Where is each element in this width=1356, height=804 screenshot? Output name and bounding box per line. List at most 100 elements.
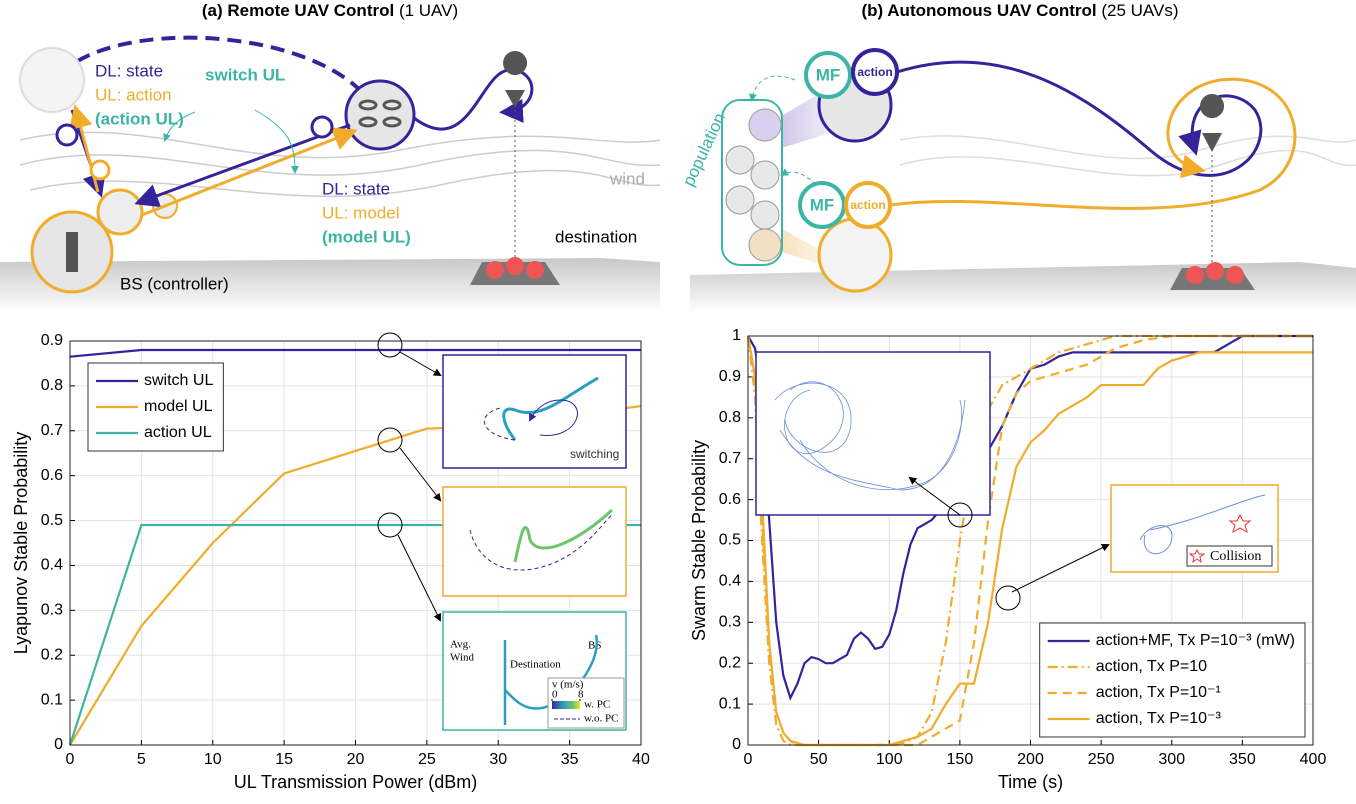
y-tick-label: 0.4 (41, 557, 63, 574)
population-uavs (725, 108, 782, 262)
y-tick-label: 0.9 (719, 368, 741, 385)
inset-swarm (1139, 494, 1266, 555)
x-tick-label: 5 (137, 751, 146, 768)
x-tick-label: 25 (418, 751, 436, 768)
annotation: switching (570, 447, 619, 461)
collision-star (1228, 513, 1252, 534)
x-tick-label: 0 (66, 751, 75, 768)
legend-label: action+MF, Tx P=10⁻³ (mW) (1096, 632, 1295, 649)
label: (model UL) (322, 227, 411, 246)
series-line (747, 334, 1313, 701)
colorbar (552, 701, 580, 709)
bs-antenna (66, 232, 78, 272)
legend-label: action, Tx P=10⁻³ (1096, 710, 1222, 727)
y-tick-label: 0.3 (719, 614, 741, 631)
series-line (746, 335, 1313, 747)
mf-badge (804, 51, 852, 99)
label: MF (810, 195, 835, 214)
label: MF (816, 65, 841, 84)
insets-left: switching Avg. Wind Destination BS v (m/… (377, 332, 627, 731)
y-tick-label: 0.6 (41, 467, 63, 484)
annotation: Collision (1210, 549, 1261, 564)
label: wind (609, 169, 645, 188)
inset-legend (1186, 545, 1273, 567)
inset (755, 351, 991, 516)
callout-arrow (397, 534, 441, 622)
inset-trajectory (502, 376, 599, 441)
annotation: Wind (450, 652, 474, 664)
trajectory-dashed (58, 35, 367, 97)
axes-frame (69, 340, 642, 746)
x-tick-label: 50 (810, 751, 828, 768)
annotation: w. PC (584, 699, 610, 711)
y-tick-label: 0.5 (41, 512, 63, 529)
x-tick-label: 20 (347, 751, 365, 768)
y-tick-label: 0.2 (41, 646, 63, 663)
label: destination (555, 227, 637, 246)
title-bold: (a) Remote UAV Control (202, 1, 394, 20)
x-tick-label: 300 (1158, 751, 1185, 768)
y-axis-label: Swarm Stable Probability (689, 440, 709, 641)
panel-title: (a) Remote UAV Control (1 UAV) (202, 1, 458, 20)
callout (995, 585, 1021, 611)
label: BS (controller) (120, 274, 229, 293)
series-line (69, 348, 641, 358)
x-tick-label: 250 (1088, 751, 1115, 768)
callout (947, 502, 973, 528)
x-tick-label: 10 (204, 751, 222, 768)
inset-swarm (774, 381, 966, 491)
dl-arrow (134, 123, 351, 208)
x-tick-label: 100 (876, 751, 903, 768)
action-badge (851, 48, 899, 96)
colorbar-tick-label: 0 (552, 689, 558, 701)
destination-pin (503, 51, 528, 108)
x-tick-label: 40 (632, 751, 650, 768)
y-tick-label: 0 (54, 736, 63, 753)
callout-arrow (399, 351, 442, 376)
y-tick-label: 0.1 (719, 695, 741, 712)
mf-arrow (780, 168, 821, 191)
y-tick-label: 0.5 (719, 532, 741, 549)
legend-label: switch UL (144, 372, 213, 389)
label: action (850, 198, 885, 212)
callout-arrow (908, 476, 961, 516)
legend-label: action, Tx P=10⁻¹ (1096, 684, 1221, 701)
legend-label: model UL (144, 398, 213, 415)
y-tick-label: 0.2 (719, 654, 741, 671)
inset (442, 486, 627, 597)
mf-arrow (748, 75, 796, 102)
legend: switch UL model UL action UL (87, 362, 224, 452)
callout-arrow (399, 447, 442, 502)
title-rest: (25 UAVs) (1101, 1, 1178, 20)
annotation: BS (588, 640, 601, 652)
x-tick-label: 0 (744, 751, 753, 768)
colorbar-title: v (m/s) (552, 679, 584, 691)
x-axis-label: UL Transmission Power (dBm) (234, 772, 477, 792)
uav (344, 79, 416, 151)
y-tick-label: 0.7 (719, 450, 741, 467)
legend-label: action UL (144, 424, 212, 441)
switch-arrow (163, 111, 196, 142)
people (470, 257, 560, 285)
collision-star (1188, 548, 1206, 564)
trajectory (896, 60, 1263, 177)
callout (377, 332, 403, 358)
clock (55, 123, 79, 147)
x-tick-label: 200 (1017, 751, 1044, 768)
legend: action+MF, Tx P=10⁻³ (mW) action, Tx P=10… (1039, 622, 1306, 738)
y-tick-label: 0.1 (41, 691, 63, 708)
colorbar-tick-label: 8 (578, 689, 584, 701)
label: DL: state (322, 179, 390, 198)
series-line (746, 334, 1313, 747)
x-tick-label: 35 (561, 751, 579, 768)
illustration-b: (b) Autonomous UAV Control (25 UAVs) pop… (679, 1, 1356, 312)
wind-lines (899, 135, 1356, 177)
clock (310, 115, 334, 139)
label: action (857, 65, 892, 79)
uav-faded (19, 47, 85, 113)
annotation: Avg. (450, 639, 471, 651)
label: (action UL) (95, 109, 184, 128)
ground (690, 262, 1356, 312)
axes-frame (747, 335, 1314, 746)
